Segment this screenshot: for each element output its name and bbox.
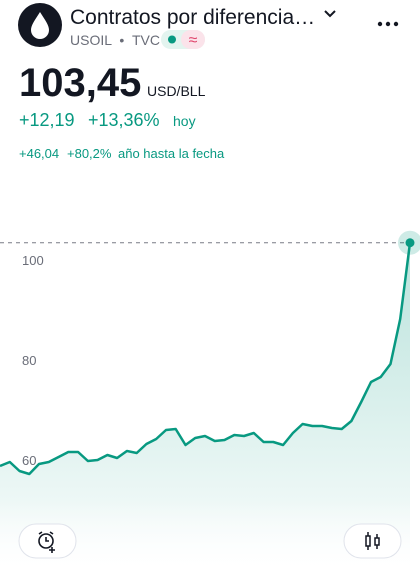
menu-button[interactable] <box>377 21 399 27</box>
exchange: TVC <box>132 32 160 48</box>
y-tick-label: 80 <box>22 353 36 368</box>
chart: 60 80 100 <box>0 230 420 565</box>
status-badge: ≈ <box>161 30 205 49</box>
change-day-period: hoy <box>173 113 196 129</box>
y-tick-label: 100 <box>22 253 44 268</box>
change-ytd-period: año hasta la fecha <box>118 146 225 161</box>
title: Contratos por diferencia… <box>70 6 315 29</box>
chart-style-button[interactable] <box>343 523 402 559</box>
change-day-pct: +13,36% <box>88 110 160 130</box>
title-dropdown[interactable] <box>324 10 336 18</box>
badge: ≈ <box>189 32 198 49</box>
price-line <box>0 242 412 476</box>
price: 103,45 <box>19 61 141 105</box>
symbol-icon <box>18 3 62 47</box>
subtitle: USOIL • TVC <box>70 32 160 48</box>
area-fill <box>0 242 410 565</box>
separator: • <box>119 32 124 48</box>
change-ytd-pct: +80,2% <box>67 146 112 161</box>
alert-button[interactable] <box>18 523 77 559</box>
symbol: USOIL <box>70 32 112 48</box>
change-ytd-abs: +46,04 <box>19 146 59 161</box>
change-day-abs: +12,19 <box>19 110 75 130</box>
price-unit: USD/BLL <box>147 83 206 99</box>
y-tick-label: 60 <box>22 453 36 468</box>
last-price-dot <box>405 238 415 248</box>
